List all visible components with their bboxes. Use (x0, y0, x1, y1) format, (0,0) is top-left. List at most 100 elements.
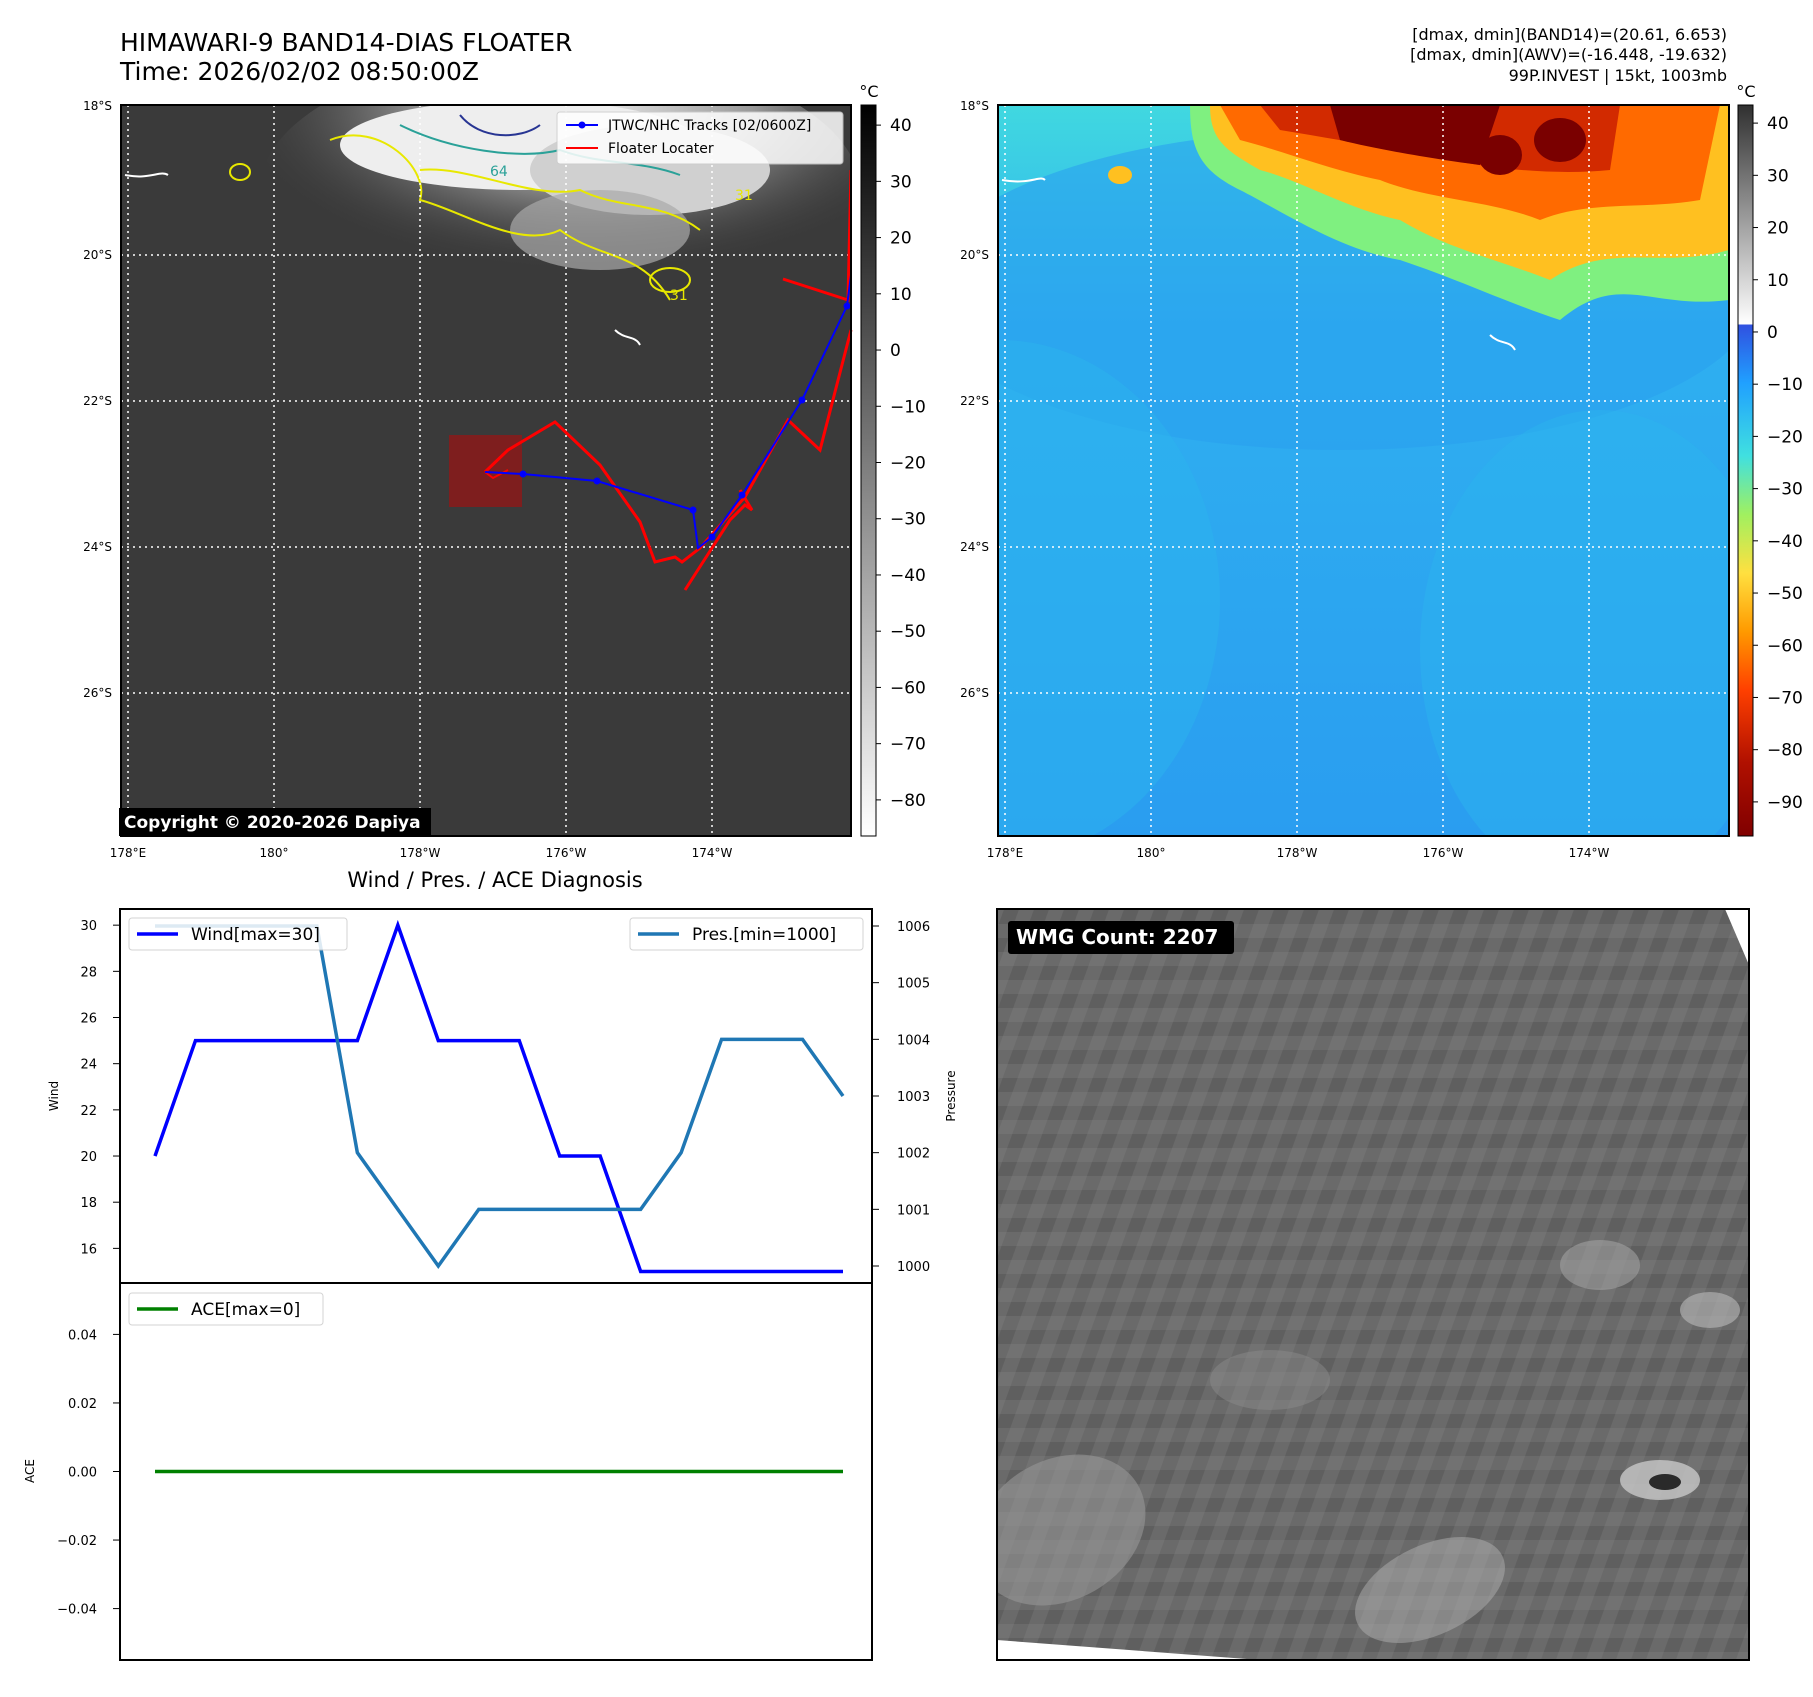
colorbar1-tick-label: −20 (890, 454, 926, 474)
pressure-legend: Pres.[min=1000] (629, 917, 864, 951)
lat-label-20s: 20°S (83, 248, 112, 262)
lon2-label-178w: 178°W (1277, 846, 1318, 860)
colorbar2-tick-label: −40 (1767, 532, 1803, 552)
wind-tick-label: 20 (80, 1150, 97, 1165)
lon2-label-174w: 174°W (1569, 846, 1610, 860)
colorbar2-tick-label: −30 (1767, 480, 1803, 500)
colorbar2-tick-label: −90 (1767, 793, 1803, 813)
colorbar2-tick-label: −20 (1767, 427, 1803, 447)
contour-label-64: 64 (490, 164, 508, 180)
ace-chart: ACE −0.04 −0.02 0.00 0.02 0.04 ACE[max=0] (23, 1282, 873, 1661)
ace-tick-label: 0.04 (68, 1328, 97, 1343)
colorbar2-tick-label: −70 (1767, 688, 1803, 708)
ace-tick-label: −0.02 (57, 1534, 97, 1549)
colorbar1-tick-label: −40 (890, 566, 926, 586)
colorbar1-tick-label: −60 (890, 678, 926, 698)
contour-label-31a: 31 (735, 188, 753, 204)
colorbar1-tick-label: 20 (890, 229, 912, 249)
lon2-label-176w: 176°W (1423, 846, 1464, 860)
colorbar2-tick-label: −10 (1767, 375, 1803, 395)
wind-series-line (153, 919, 843, 1274)
lon-label-178e: 178°E (110, 846, 147, 860)
pressure-tick-label: 1001 (897, 1203, 930, 1218)
lat-label-18s: 18°S (83, 99, 112, 113)
colorbar1-tick-label: 0 (890, 341, 901, 361)
lat-label-26s: 26°S (83, 686, 112, 700)
wind-tick-label: 24 (80, 1058, 97, 1073)
color-map-gridlines (998, 105, 1729, 836)
wmg-frame (996, 908, 1750, 1661)
wind-legend: Wind[max=30] (128, 917, 348, 951)
colorbar2-tick-label: 40 (1767, 114, 1789, 134)
figure-title: HIMAWARI-9 BAND14-DIAS FLOATER (120, 28, 572, 57)
floater-locater-line (483, 329, 853, 564)
color-colorbar: °C 40 30 20 10 0 −10 −20 −30 −40 −50 −60 −70 −80 −90 (1736, 82, 1803, 837)
ace-tick-label: 0.02 (68, 1397, 97, 1412)
lat-label-24s: 24°S (83, 540, 112, 554)
colorbar1-tick-label: −80 (890, 791, 926, 811)
lat2-label-24s: 24°S (960, 540, 989, 554)
lat2-label-22s: 22°S (960, 394, 989, 408)
ir-colorbar: °C 40 30 20 10 0 −10 −20 −30 −40 −50 −60 −70 −80 (859, 82, 926, 837)
colorbar2-tick-label: −50 (1767, 584, 1803, 604)
wind-tick-label: 26 (80, 1012, 97, 1027)
copyright-badge (119, 808, 431, 836)
diagnosis-title: Wind / Pres. / ACE Diagnosis (347, 868, 642, 892)
colorbar1-tick-label: −10 (890, 397, 926, 417)
ace-tick-label: 0.00 (68, 1466, 97, 1481)
figure-time: Time: 2026/02/02 08:50:00Z (119, 57, 479, 86)
lon-label-178w: 178°W (400, 846, 441, 860)
lon-label-174w: 174°W (692, 846, 733, 860)
colorbar1-tick-label: −70 (890, 735, 926, 755)
legend-track-label: JTWC/NHC Tracks [02/0600Z] (607, 118, 811, 134)
pressure-tick-label: 1006 (897, 920, 930, 935)
colorbar1-tick-label: −50 (890, 622, 926, 642)
wind-tick-label: 28 (80, 965, 97, 980)
ace-axis-label: ACE (23, 1459, 37, 1483)
color-map-panel: 18°S 20°S 22°S 24°S 26°S 178°E 180° 178°… (960, 99, 1730, 860)
colorbar2-tick-label: −80 (1767, 741, 1803, 761)
color-map-frame (997, 104, 1730, 837)
colorbar1-tick-label: 10 (890, 285, 912, 305)
colorbar2-tick-label: 0 (1767, 323, 1778, 343)
lat-label-22s: 22°S (83, 394, 112, 408)
lat2-label-26s: 26°S (960, 686, 989, 700)
stats-awv: [dmax, dmin](AWV)=(-16.448, -19.632) (1410, 45, 1727, 64)
pressure-axis-label: Pressure (944, 1070, 958, 1121)
colorbar1-tick-label: 40 (890, 116, 912, 136)
colorbar2-unit: °C (1736, 82, 1755, 101)
jtwc-track-points (519, 302, 851, 541)
wind-tick-label: 30 (80, 919, 97, 934)
ir-map-frame (120, 104, 852, 837)
wind-tick-label: 18 (80, 1196, 97, 1211)
color-map-image (998, 105, 1729, 836)
lon2-label-178e: 178°E (987, 846, 1024, 860)
ir-map-legend: JTWC/NHC Tracks [02/0600Z] Floater Locat… (556, 111, 844, 165)
colorbar1-tick-label: −30 (890, 510, 926, 530)
lon-label-180: 180° (260, 846, 289, 860)
ace-legend: ACE[max=0] (128, 1292, 324, 1326)
wind-tick-label: 16 (80, 1242, 97, 1257)
colorbar1-tick-label: 30 (890, 172, 912, 192)
contour-label-31b: 31 (670, 288, 688, 304)
wmg-panel: WMG Count: 2207 (996, 908, 1750, 1661)
colorbar2-tick-label: 30 (1767, 166, 1789, 186)
pressure-tick-label: 1003 (897, 1090, 930, 1105)
ir-map-image: 64 31 31 (121, 105, 851, 836)
pressure-tick-label: 1004 (897, 1033, 930, 1048)
copyright-text: Copyright © 2020-2026 Dapiya (124, 813, 421, 833)
wind-tick-label: 22 (80, 1104, 97, 1119)
colorbar1-unit: °C (859, 82, 878, 101)
lat2-label-18s: 18°S (960, 99, 989, 113)
ace-legend-label: ACE[max=0] (191, 1300, 300, 1320)
pressure-legend-label: Pres.[min=1000] (692, 925, 836, 945)
wind-axis-label: Wind (47, 1081, 61, 1111)
lon-label-176w: 176°W (546, 846, 587, 860)
colorbar2-tick-label: 10 (1767, 271, 1789, 291)
colorbar2-tick-label: 20 (1767, 219, 1789, 239)
wmg-badge (1008, 921, 1234, 954)
pressure-tick-label: 1000 (897, 1260, 930, 1275)
colorbar2-tick-label: −60 (1767, 636, 1803, 656)
lon2-label-180: 180° (1137, 846, 1166, 860)
